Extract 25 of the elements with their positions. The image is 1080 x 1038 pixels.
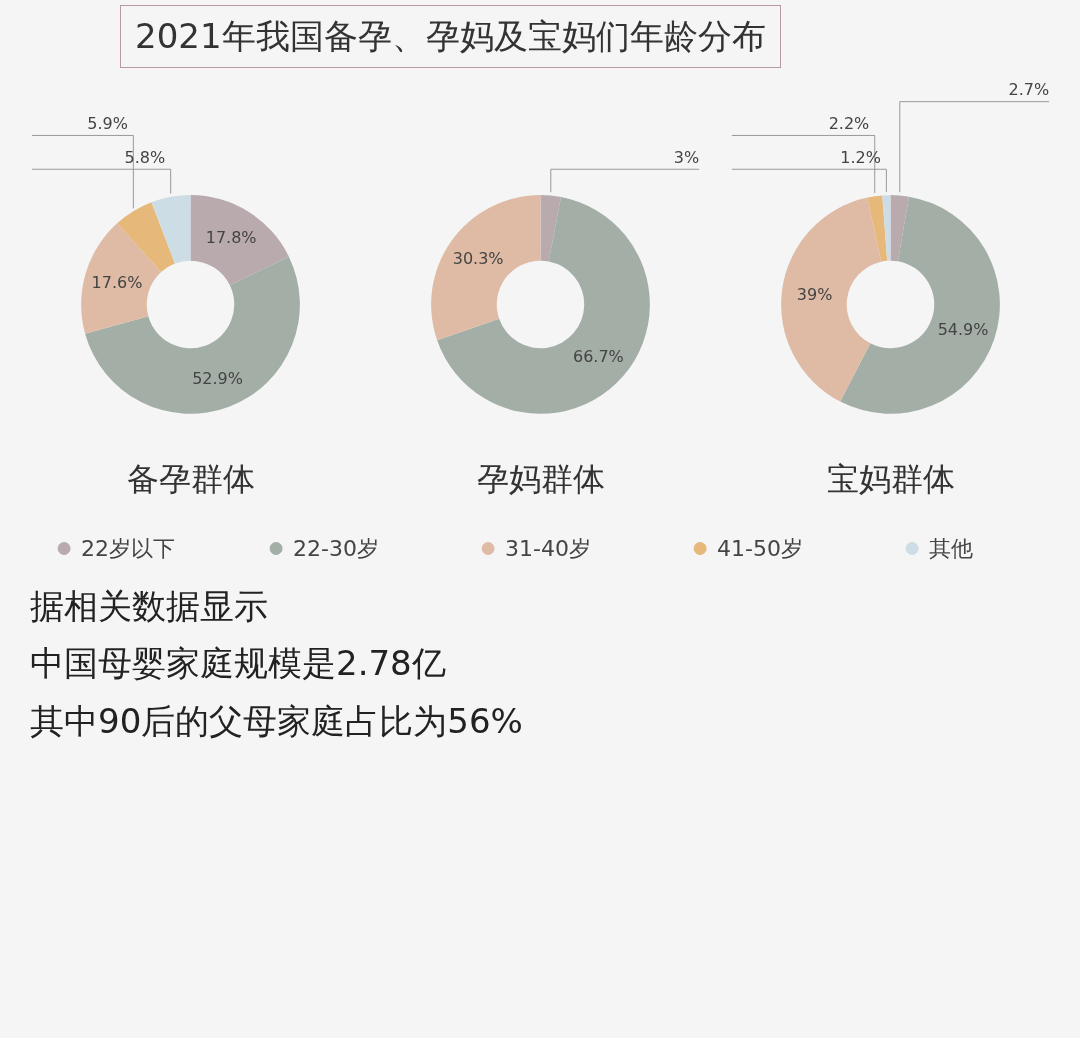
text: 中国母婴家庭规模是2.78亿 [30,642,446,686]
text: 备孕群体 [126,459,255,498]
legend-label: 22-30岁 [293,535,379,561]
text: 宝妈群体 [826,459,955,498]
legend-label: 22岁以下 [81,535,176,561]
data-label: 17.8% [205,227,257,247]
data-label: 39% [796,284,833,304]
data-label: 5.9% [87,113,128,133]
legend-label: 31-40岁 [505,535,591,561]
data-label: 1.2% [840,147,881,167]
legend-label: 41-50岁 [717,535,803,561]
data-label: 2.2% [828,113,870,133]
data-label: 2.7% [1008,79,1050,99]
data-label: 3% [673,147,700,167]
text: 其中90后的父母家庭占比为56% [30,699,523,743]
text: 据相关数据显示 [30,584,268,628]
data-label: 52.9% [192,368,243,388]
text: 孕妈群体 [476,459,605,498]
data-label: 30.3% [452,248,504,268]
data-label: 54.9% [937,319,989,339]
data-label: 66.7% [572,346,624,366]
text: 2021年我国备孕、孕妈及宝妈们年龄分布 [135,15,766,58]
data-label: 5.8% [124,147,166,167]
data-label: 17.6% [91,272,143,292]
legend-label: 其他 [929,535,974,561]
